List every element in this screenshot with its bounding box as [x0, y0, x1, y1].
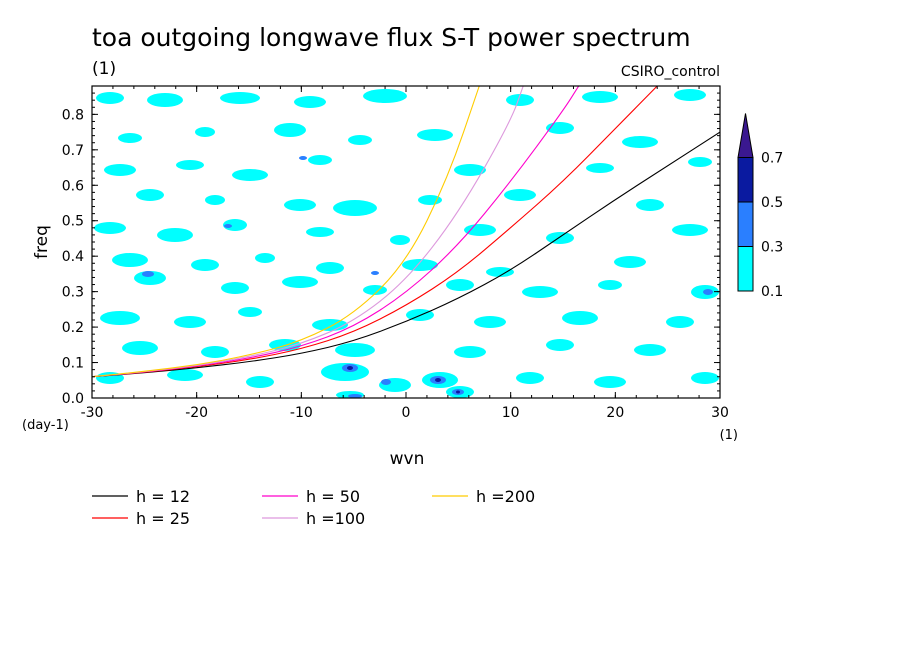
y-tick-label: 0.1 [62, 356, 84, 372]
x-axis-title: wvn [390, 449, 425, 469]
x-unit-label: (1) [720, 428, 738, 443]
colorbar-swatch [737, 201, 754, 247]
legend-label: h = 50 [306, 487, 360, 506]
colorbar-label: 0.5 [761, 195, 783, 211]
y-unit-label: (day-1) [22, 418, 69, 433]
y-tick-label: 0.3 [62, 285, 84, 301]
y-tick-label: 0.4 [62, 249, 84, 265]
y-tick-label: 0.8 [62, 107, 84, 123]
series-line [92, 86, 480, 378]
colorbar-label: 0.1 [761, 284, 783, 300]
y-tick-label: 0.7 [62, 143, 84, 159]
contour-field-peak [347, 366, 460, 394]
plot-area [91, 85, 721, 399]
colorbar: 0.1 0.3 0.5 0.7 [737, 113, 783, 300]
x-tick-label: 10 [502, 405, 520, 421]
chart-title: toa outgoing longwave flux S-T power spe… [92, 23, 691, 52]
y-tick-label: 0.6 [62, 178, 84, 194]
colorbar-label: 0.7 [761, 151, 783, 167]
y-axis-title: freq [32, 225, 52, 259]
legend-label: h = 12 [136, 487, 190, 506]
x-tick-label: -30 [81, 405, 104, 421]
colorbar-extend-arrow [737, 113, 754, 158]
x-tick-label: -10 [290, 405, 313, 421]
x-tick-label: 30 [711, 405, 729, 421]
contour-field-high [142, 156, 713, 398]
dispersion-curves [92, 86, 720, 378]
x-tick-label: -20 [185, 405, 208, 421]
x-tick-label: 0 [402, 405, 411, 421]
colorbar-swatch [737, 157, 754, 203]
chart-subtitle-right: CSIRO_control [621, 64, 720, 80]
y-tick-label: 0.2 [62, 320, 84, 336]
chart-subtitle-left: (1) [92, 59, 116, 79]
x-axis: -30 -20 -10 0 10 20 30 [81, 86, 729, 421]
series-line [92, 131, 720, 378]
legend-label: h = 25 [136, 509, 190, 528]
y-tick-label: 0.0 [62, 391, 84, 407]
legend: h = 12 h = 25 h = 50 h =100 h =200 [92, 487, 535, 528]
y-tick-label: 0.5 [62, 214, 84, 230]
legend-label: h =100 [306, 509, 365, 528]
colorbar-swatch [737, 246, 754, 292]
x-tick-label: 20 [606, 405, 624, 421]
y-axis: 0.0 0.1 0.2 0.3 0.4 0.5 0.6 0.7 0.8 [62, 92, 720, 407]
legend-label: h =200 [476, 487, 535, 506]
colorbar-label: 0.3 [761, 240, 783, 256]
